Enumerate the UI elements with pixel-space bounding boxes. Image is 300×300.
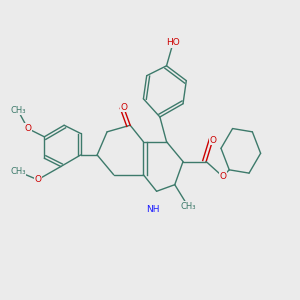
Text: O: O bbox=[209, 136, 216, 145]
Text: O: O bbox=[34, 175, 41, 184]
Text: CH₃: CH₃ bbox=[10, 167, 26, 176]
Text: HO: HO bbox=[166, 38, 180, 47]
Text: O: O bbox=[219, 172, 226, 181]
Text: O: O bbox=[120, 103, 127, 112]
Text: CH₃: CH₃ bbox=[180, 202, 196, 211]
Text: NH: NH bbox=[146, 205, 160, 214]
Text: O: O bbox=[24, 124, 31, 133]
Text: CH₃: CH₃ bbox=[10, 106, 26, 115]
